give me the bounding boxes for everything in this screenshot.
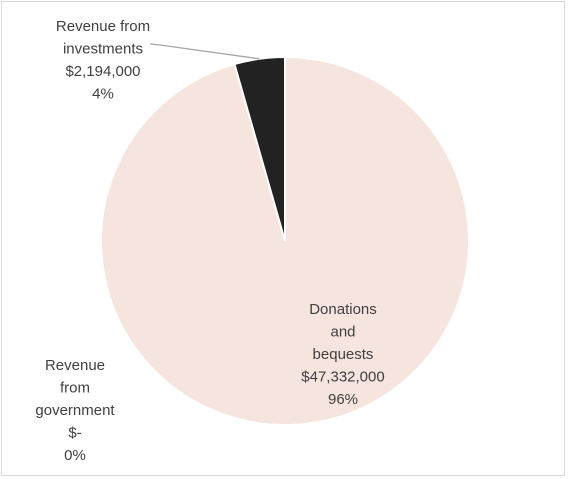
- data-label-donations-and-bequests: Donations and bequests $47,332,000 96%: [301, 301, 384, 408]
- pie-slices: [99, 55, 470, 426]
- data-labels: Donations and bequests $47,332,000 96% Revenu…: [35, 18, 384, 464]
- data-label-revenue-from-government: Revenue from government $-0%: [35, 357, 115, 464]
- data-label-revenue-from-investments: Revenue from investments $2,194,000 4%: [56, 18, 150, 103]
- leader-line-investments: [149, 43, 260, 60]
- leader-lines: [149, 43, 260, 60]
